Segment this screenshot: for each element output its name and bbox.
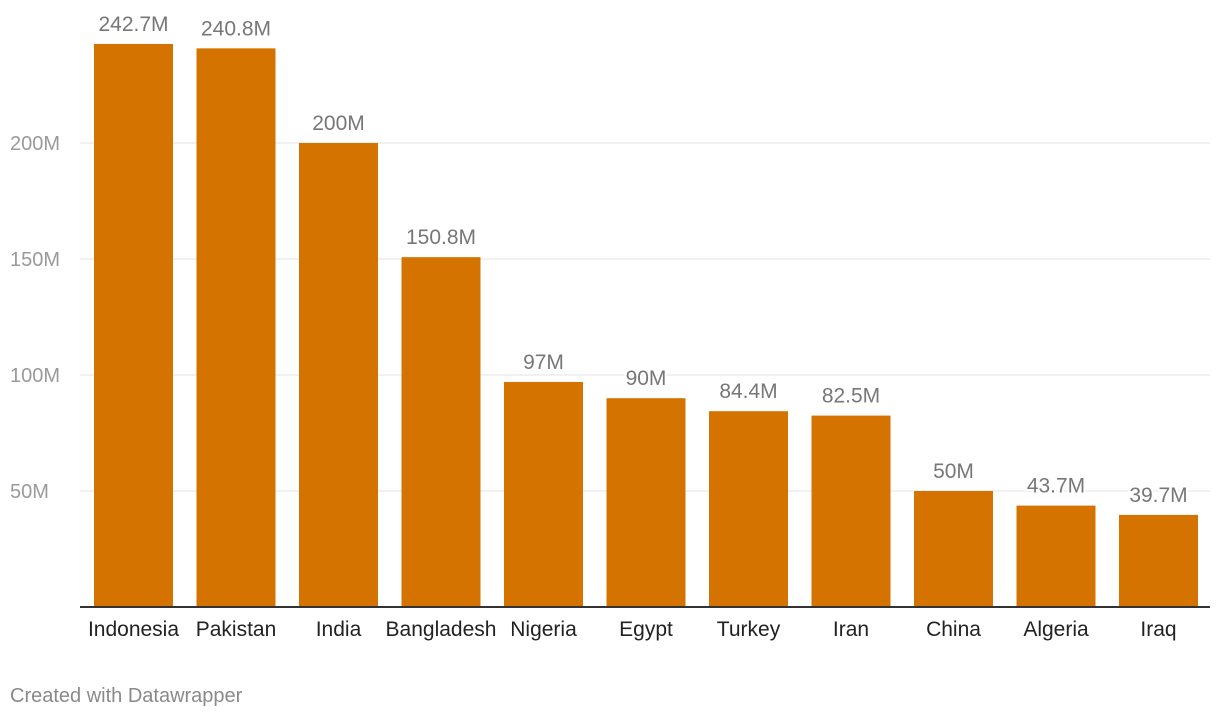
bar	[1119, 514, 1198, 607]
bar	[196, 48, 276, 608]
y-tick-label: 200M	[10, 133, 60, 155]
bar-value-label: 82.5M	[822, 385, 880, 408]
bar-value-label: 39.7M	[1129, 484, 1187, 507]
x-category-label: Turkey	[717, 618, 781, 641]
bar-value-label: 150.8M	[406, 226, 476, 249]
bar	[606, 398, 686, 607]
bar-value-label: 242.7M	[98, 13, 168, 36]
x-category-label: Indonesia	[88, 618, 179, 641]
x-category-label: Bangladesh	[386, 618, 497, 641]
bar-value-label: 200M	[312, 112, 365, 135]
x-category-label: Iraq	[1140, 618, 1176, 641]
bar-value-label: 90M	[626, 367, 667, 390]
bar-value-label: 97M	[523, 351, 564, 374]
bar-value-label: 43.7M	[1027, 475, 1085, 498]
x-category-label: Nigeria	[510, 618, 577, 641]
bar	[504, 381, 583, 607]
x-category-label: Pakistan	[196, 618, 277, 641]
bar-value-label: 50M	[933, 460, 974, 483]
y-tick-label: 50M	[10, 481, 49, 503]
x-category-label: China	[926, 618, 981, 641]
bar-value-label: 84.4M	[719, 380, 777, 403]
x-category-label: India	[316, 618, 362, 641]
bar	[299, 143, 378, 607]
bar	[94, 43, 173, 608]
x-category-label: Egypt	[619, 618, 673, 641]
bar	[709, 411, 788, 607]
x-category-label: Iran	[833, 618, 869, 641]
x-category-label: Algeria	[1023, 618, 1089, 641]
credit-text: Created with Datawrapper	[10, 685, 243, 707]
y-tick-label: 100M	[10, 365, 60, 387]
bar-value-label: 240.8M	[201, 17, 271, 40]
bar	[1016, 505, 1096, 607]
y-tick-label: 150M	[10, 249, 60, 271]
bar	[811, 415, 891, 607]
bar	[401, 257, 481, 607]
bar-chart: 50M 100M 150M 200M 242.7M Indonesia 240.8M Paki…	[10, 11, 1210, 641]
bar	[914, 491, 993, 607]
